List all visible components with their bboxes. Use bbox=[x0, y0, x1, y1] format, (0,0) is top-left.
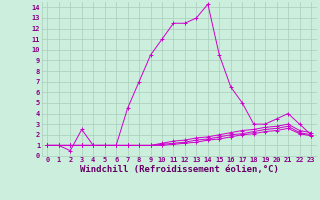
X-axis label: Windchill (Refroidissement éolien,°C): Windchill (Refroidissement éolien,°C) bbox=[80, 165, 279, 174]
